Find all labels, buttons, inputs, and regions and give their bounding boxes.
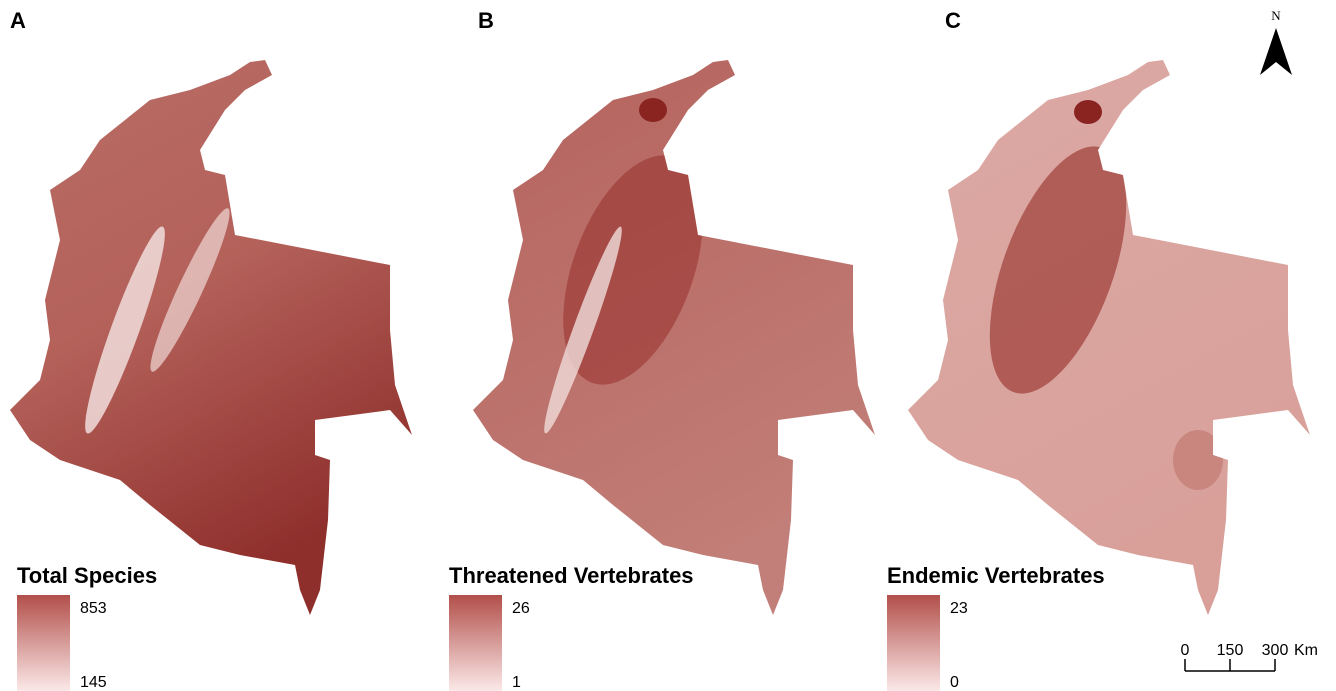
legend-a: Total Species 853 145 bbox=[17, 563, 157, 691]
scale-unit: Km bbox=[1294, 642, 1318, 659]
color-ramp bbox=[17, 595, 70, 691]
panel-label: A bbox=[10, 8, 26, 33]
legend-title: Threatened Vertebrates bbox=[449, 563, 694, 588]
legend-max: 23 bbox=[950, 600, 968, 617]
legend-c: Endemic Vertebrates 23 0 bbox=[887, 563, 1105, 691]
legend-max: 853 bbox=[80, 600, 107, 617]
map-a bbox=[10, 60, 412, 615]
legend-b: Threatened Vertebrates 26 1 bbox=[449, 563, 694, 691]
scale-tick-label: 300 bbox=[1262, 642, 1289, 659]
color-ramp bbox=[449, 595, 502, 691]
scale-tick-label: 150 bbox=[1217, 642, 1244, 659]
figure: A B C Total Species 853 145 Threatened V… bbox=[0, 0, 1336, 691]
map-b bbox=[473, 60, 875, 615]
legend-title: Endemic Vertebrates bbox=[887, 563, 1105, 588]
color-ramp bbox=[887, 595, 940, 691]
north-label: N bbox=[1271, 8, 1281, 23]
legend-min: 1 bbox=[512, 674, 521, 691]
legend-min: 0 bbox=[950, 674, 959, 691]
scale-bar: Km 0 150 300 bbox=[1181, 642, 1318, 671]
panel-label: B bbox=[478, 8, 494, 33]
legend-min: 145 bbox=[80, 674, 107, 691]
north-arrow: N bbox=[1260, 8, 1292, 75]
panel-label: C bbox=[945, 8, 961, 33]
map-c bbox=[908, 60, 1310, 615]
legend-max: 26 bbox=[512, 600, 530, 617]
legend-title: Total Species bbox=[17, 563, 157, 588]
scale-tick-label: 0 bbox=[1181, 642, 1190, 659]
